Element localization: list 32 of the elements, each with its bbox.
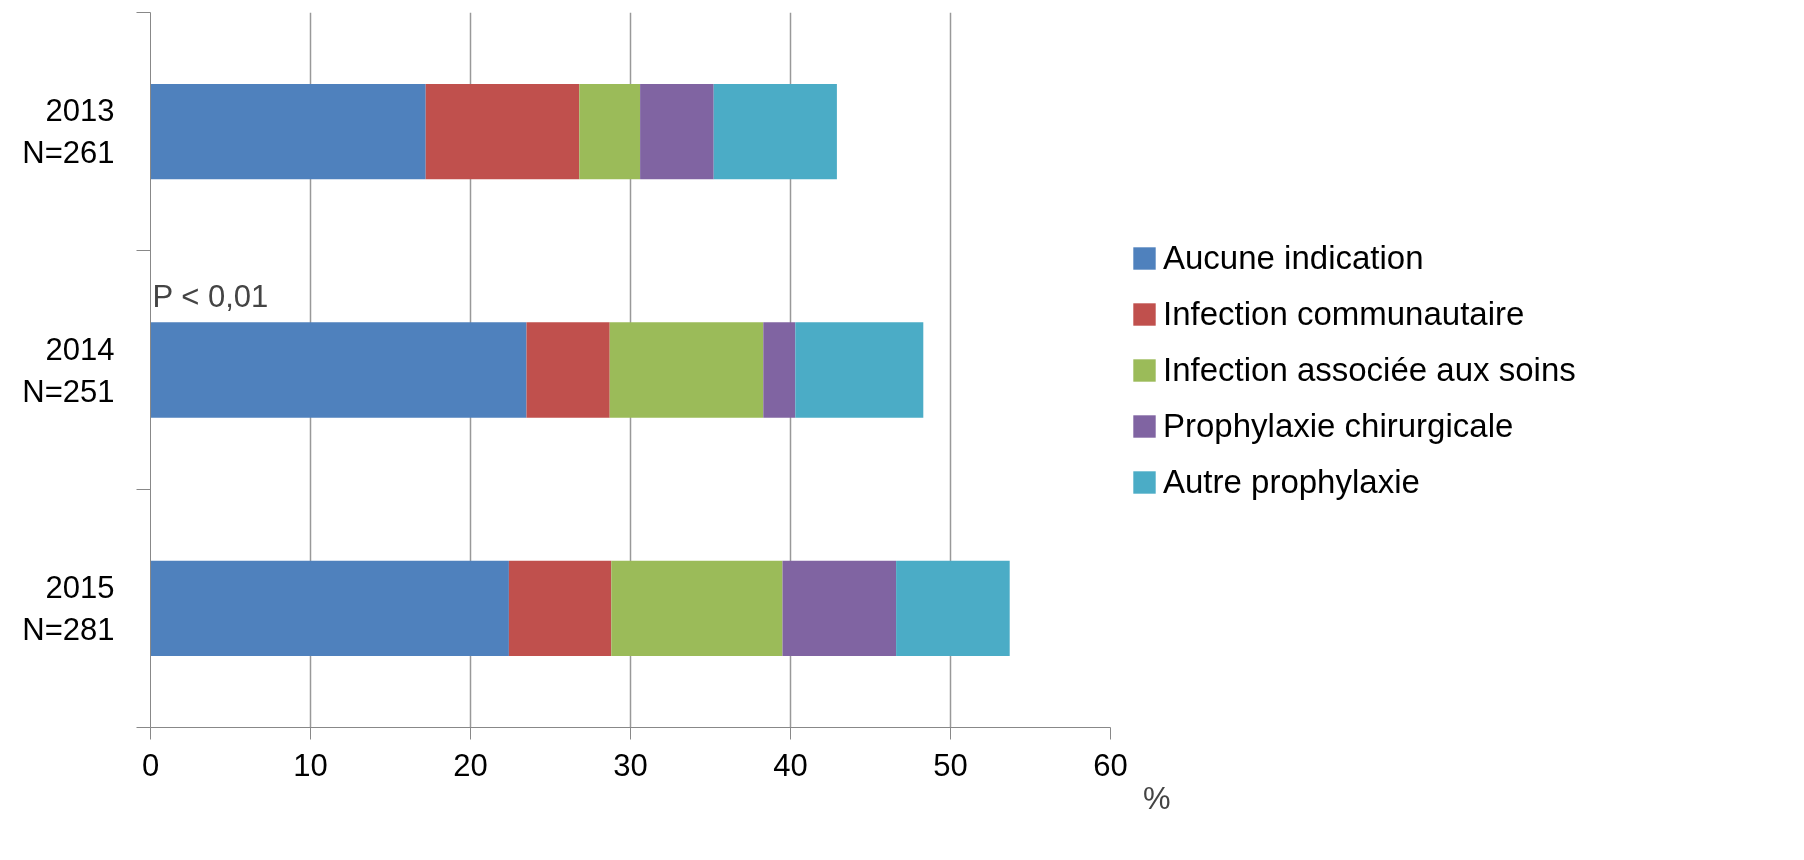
x-tick-label: 10 [293, 747, 328, 783]
x-tick-label: 0 [141, 747, 160, 783]
x-tick-label: 40 [773, 747, 808, 783]
bar [896, 560, 1010, 656]
x-tick-label: 20 [453, 747, 488, 783]
bar [425, 84, 580, 180]
legend-label: Autre prophylaxie [1163, 462, 1420, 501]
bar [508, 560, 612, 656]
x-tick-label: 50 [933, 747, 968, 783]
y-tick-label: 2013 N=261 [22, 93, 115, 171]
bar [640, 84, 714, 180]
bar [611, 560, 783, 656]
bar [579, 84, 641, 180]
bar [150, 322, 527, 418]
bar [150, 560, 509, 656]
bar [795, 322, 924, 418]
bar [763, 322, 796, 418]
y-tick-label: 2015 N=281 [22, 569, 115, 647]
x-tick-label: 60 [1093, 747, 1128, 783]
legend-label: Prophylaxie chirurgicale [1163, 406, 1514, 445]
x-axis-title: % [1142, 780, 1171, 816]
bar [713, 84, 837, 180]
bar [609, 322, 764, 418]
y-tick-label: 2014 N=251 [22, 331, 115, 409]
bar [782, 560, 897, 656]
bar [150, 84, 426, 180]
legend-label: Aucune indication [1163, 238, 1424, 277]
x-tick-label: 30 [613, 747, 648, 783]
bar [526, 322, 610, 418]
annotation: P < 0,01 [152, 279, 269, 315]
legend-label: Infection associée aux soins [1163, 350, 1576, 389]
legend-label: Infection communautaire [1163, 294, 1525, 333]
